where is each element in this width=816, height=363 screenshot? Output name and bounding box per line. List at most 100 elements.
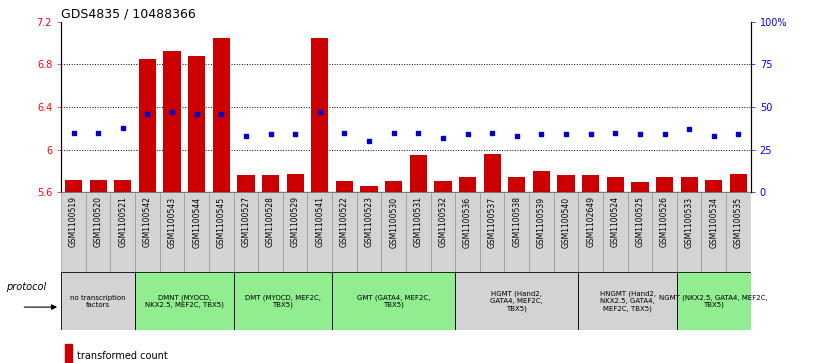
Text: GSM1100524: GSM1100524: [611, 196, 620, 247]
Bar: [361, 186, 378, 192]
Bar: [90, 180, 107, 192]
Bar: [357, 192, 381, 272]
Bar: [579, 272, 676, 330]
Text: GSM1100535: GSM1100535: [734, 196, 743, 248]
Bar: [603, 192, 628, 272]
Text: GSM1100545: GSM1100545: [217, 196, 226, 248]
Text: GSM1100522: GSM1100522: [340, 196, 349, 247]
Bar: [606, 178, 624, 192]
Bar: [135, 192, 160, 272]
Bar: [311, 38, 328, 192]
Bar: [730, 174, 747, 192]
Text: GSM1100523: GSM1100523: [365, 196, 374, 247]
Bar: [135, 272, 233, 330]
Bar: [480, 192, 504, 272]
Bar: [65, 180, 82, 192]
Text: GSM1100530: GSM1100530: [389, 196, 398, 248]
Bar: [455, 192, 480, 272]
Bar: [262, 175, 279, 192]
Text: NGMT (NKX2.5, GATA4, MEF2C,
TBX5): NGMT (NKX2.5, GATA4, MEF2C, TBX5): [659, 294, 768, 308]
Bar: [385, 181, 402, 192]
Bar: [332, 192, 357, 272]
Text: GSM1100537: GSM1100537: [488, 196, 497, 248]
Text: GSM1100538: GSM1100538: [512, 196, 521, 247]
Text: GSM1100529: GSM1100529: [290, 196, 299, 247]
Bar: [676, 192, 702, 272]
Bar: [258, 192, 283, 272]
Bar: [286, 174, 304, 192]
Text: GSM1100528: GSM1100528: [266, 196, 275, 247]
Text: GSM1100519: GSM1100519: [69, 196, 78, 247]
Bar: [431, 192, 455, 272]
Bar: [283, 192, 308, 272]
Text: GSM1100542: GSM1100542: [143, 196, 152, 247]
Bar: [139, 59, 156, 192]
Bar: [656, 178, 673, 192]
Text: GSM1100520: GSM1100520: [94, 196, 103, 247]
Text: GSM1100544: GSM1100544: [192, 196, 201, 248]
Text: GSM1100541: GSM1100541: [315, 196, 324, 247]
Bar: [233, 192, 258, 272]
Bar: [110, 192, 135, 272]
Bar: [455, 272, 579, 330]
Text: DMNT (MYOCD,
NKX2.5, MEF2C, TBX5): DMNT (MYOCD, NKX2.5, MEF2C, TBX5): [145, 294, 224, 308]
Bar: [237, 175, 255, 192]
Text: transformed count: transformed count: [77, 351, 167, 361]
Bar: [726, 192, 751, 272]
Bar: [406, 192, 431, 272]
Bar: [381, 192, 406, 272]
Text: GSM1100543: GSM1100543: [167, 196, 176, 248]
Bar: [163, 50, 180, 192]
Bar: [114, 180, 131, 192]
Bar: [335, 181, 353, 192]
Bar: [582, 175, 599, 192]
Bar: [61, 192, 86, 272]
Bar: [64, 344, 73, 363]
Text: GMT (GATA4, MEF2C,
TBX5): GMT (GATA4, MEF2C, TBX5): [357, 294, 430, 308]
Bar: [557, 175, 574, 192]
Bar: [705, 180, 722, 192]
Bar: [579, 192, 603, 272]
Text: GSM1102649: GSM1102649: [586, 196, 595, 247]
Bar: [332, 272, 455, 330]
Text: DMT (MYOCD, MEF2C,
TBX5): DMT (MYOCD, MEF2C, TBX5): [245, 294, 321, 308]
Text: GSM1100521: GSM1100521: [118, 196, 127, 247]
Text: no transcription
factors: no transcription factors: [70, 295, 126, 308]
Text: GDS4835 / 10488366: GDS4835 / 10488366: [61, 8, 196, 21]
Bar: [233, 272, 332, 330]
Bar: [632, 182, 649, 192]
Text: GSM1100533: GSM1100533: [685, 196, 694, 248]
Bar: [676, 272, 751, 330]
Bar: [434, 181, 451, 192]
Bar: [554, 192, 579, 272]
Text: GSM1100531: GSM1100531: [414, 196, 423, 247]
Text: GSM1100536: GSM1100536: [463, 196, 472, 248]
Text: GSM1100526: GSM1100526: [660, 196, 669, 247]
Bar: [160, 192, 184, 272]
Bar: [459, 178, 477, 192]
Text: GSM1100540: GSM1100540: [561, 196, 570, 248]
Bar: [410, 155, 427, 192]
Text: HGMT (Hand2,
GATA4, MEF2C,
TBX5): HGMT (Hand2, GATA4, MEF2C, TBX5): [490, 291, 543, 312]
Text: HNGMT (Hand2,
NKX2.5, GATA4,
MEF2C, TBX5): HNGMT (Hand2, NKX2.5, GATA4, MEF2C, TBX5…: [600, 291, 655, 312]
Bar: [702, 192, 726, 272]
Bar: [652, 192, 676, 272]
Bar: [308, 192, 332, 272]
Text: GSM1100539: GSM1100539: [537, 196, 546, 248]
Bar: [209, 192, 233, 272]
Bar: [188, 56, 206, 192]
Text: GSM1100534: GSM1100534: [709, 196, 718, 248]
Text: GSM1100525: GSM1100525: [636, 196, 645, 247]
Bar: [529, 192, 554, 272]
Bar: [484, 154, 501, 192]
Bar: [508, 178, 526, 192]
Text: GSM1100532: GSM1100532: [438, 196, 447, 247]
Bar: [681, 178, 698, 192]
Bar: [61, 272, 135, 330]
Bar: [504, 192, 529, 272]
Text: protocol: protocol: [7, 282, 47, 292]
Bar: [213, 38, 230, 192]
Bar: [533, 171, 550, 192]
Bar: [86, 192, 110, 272]
Bar: [628, 192, 652, 272]
